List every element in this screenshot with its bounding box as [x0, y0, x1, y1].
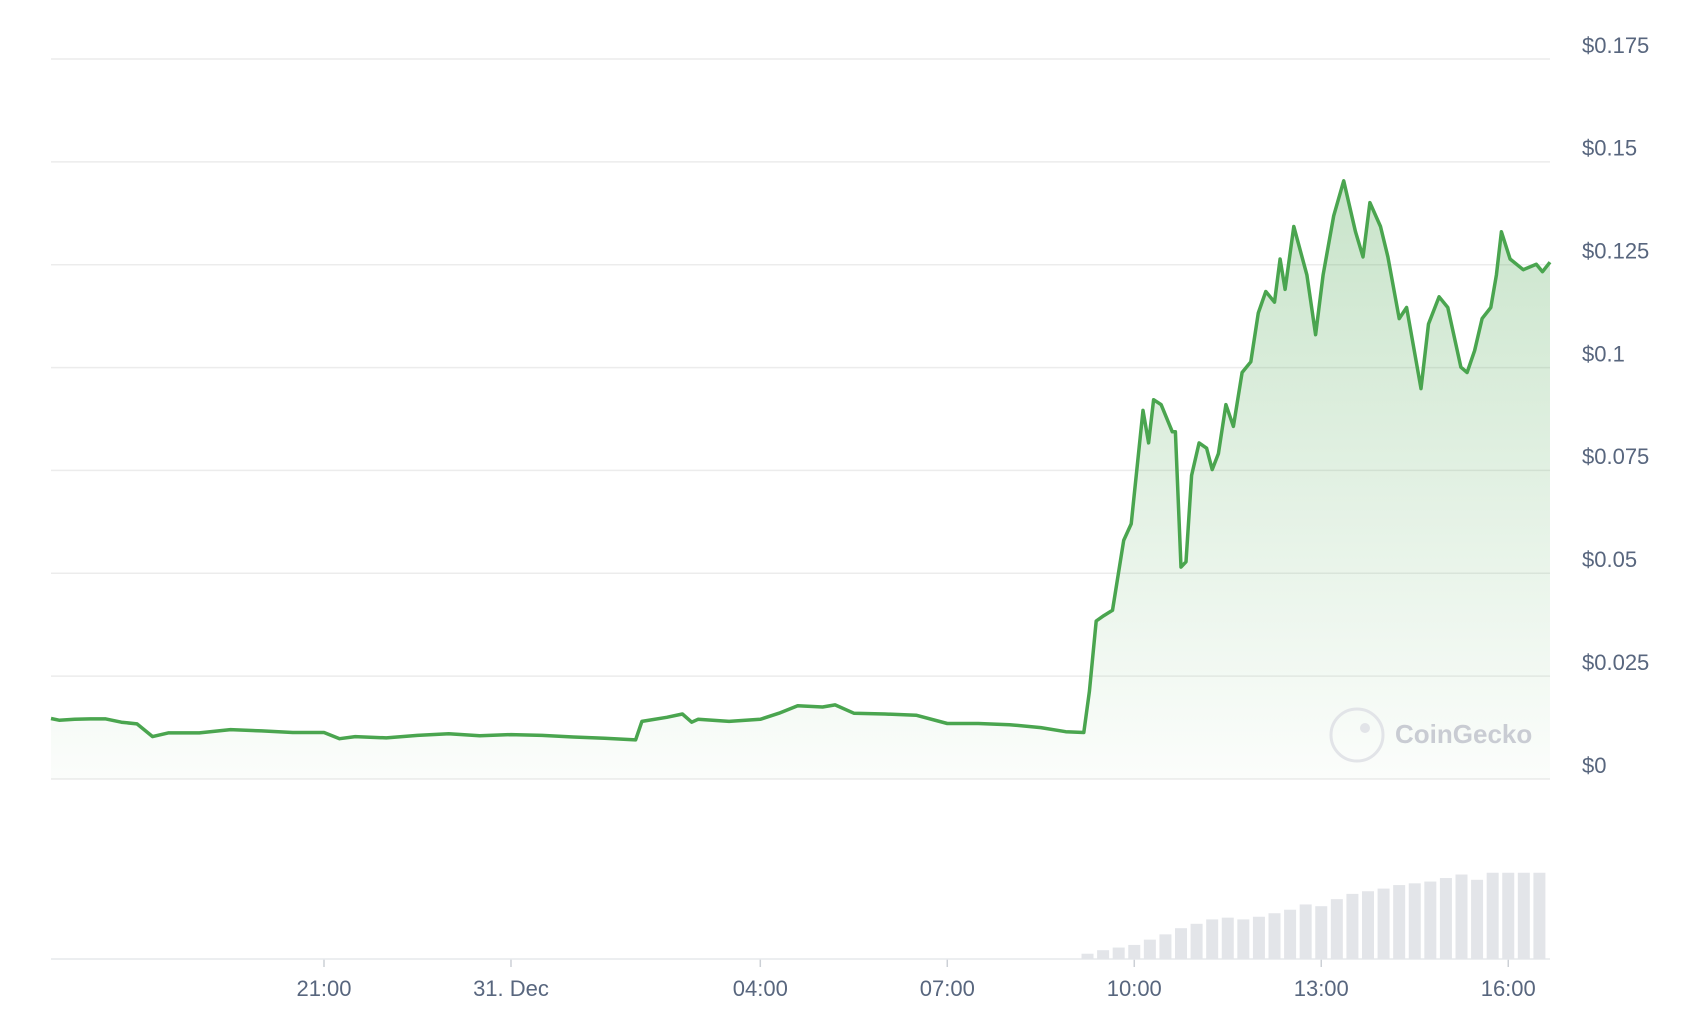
volume-bar [1471, 879, 1484, 959]
volume-bar [1408, 883, 1421, 959]
y-tick-label: $0.175 [1582, 33, 1649, 58]
volume-bar [1221, 917, 1234, 959]
price-area [51, 180, 1550, 780]
x-tick-label: 31. Dec [473, 976, 549, 1001]
y-tick-label: $0.125 [1582, 239, 1649, 264]
x-tick-label: 10:00 [1107, 976, 1162, 1001]
volume-bar [1159, 934, 1172, 959]
volume-bar [1346, 893, 1359, 959]
volume-bar [1268, 913, 1281, 959]
volume-bar [1299, 904, 1312, 959]
y-tick-label: $0.025 [1582, 650, 1649, 675]
volume-bar [1175, 928, 1188, 959]
volume-bar [1377, 888, 1390, 959]
volume-bar [1362, 891, 1375, 959]
volume-bar [1455, 874, 1468, 959]
x-tick-label: 07:00 [920, 976, 975, 1001]
volume-bar [1533, 872, 1546, 959]
x-tick-label: 04:00 [733, 976, 788, 1001]
y-tick-label: $0.15 [1582, 136, 1637, 161]
volume-bar [1112, 947, 1125, 959]
y-tick-label: $0 [1582, 753, 1606, 778]
volume-bar [1424, 881, 1437, 959]
volume-bar [1486, 872, 1499, 959]
volume-bar [1502, 872, 1515, 959]
volume-bar [1439, 878, 1452, 959]
volume-bar [1284, 909, 1297, 959]
y-tick-label: $0.075 [1582, 444, 1649, 469]
volume-bar [1128, 944, 1141, 959]
volume-bar [1252, 916, 1265, 959]
watermark-text: CoinGecko [1395, 719, 1532, 749]
x-tick-label: 13:00 [1294, 976, 1349, 1001]
watermark: CoinGecko [1329, 707, 1532, 763]
plot: $0 $0.025 $0.05 $0.075 $0.1 $0.125 $0.15 $0.175… [50, 33, 1649, 1001]
watermark-eye [1360, 723, 1370, 733]
watermark-logo [1329, 707, 1385, 763]
x-tick-label: 21:00 [296, 976, 351, 1001]
volume-bar [1237, 919, 1250, 959]
volume-bar [1190, 923, 1203, 959]
volume-bar [1330, 899, 1343, 959]
volume-bar [1143, 939, 1156, 959]
volume-bar [1517, 872, 1530, 959]
volume-bar [1081, 953, 1094, 959]
y-tick-label: $0.05 [1582, 547, 1637, 572]
price-line [50, 179, 1552, 742]
volume-bar [1393, 885, 1406, 959]
volume-bar [1097, 950, 1110, 959]
y-tick-label: $0.1 [1582, 341, 1625, 366]
x-tick-label: 16:00 [1481, 976, 1536, 1001]
volume-bar [1206, 919, 1219, 959]
volume-bar [1315, 906, 1328, 959]
